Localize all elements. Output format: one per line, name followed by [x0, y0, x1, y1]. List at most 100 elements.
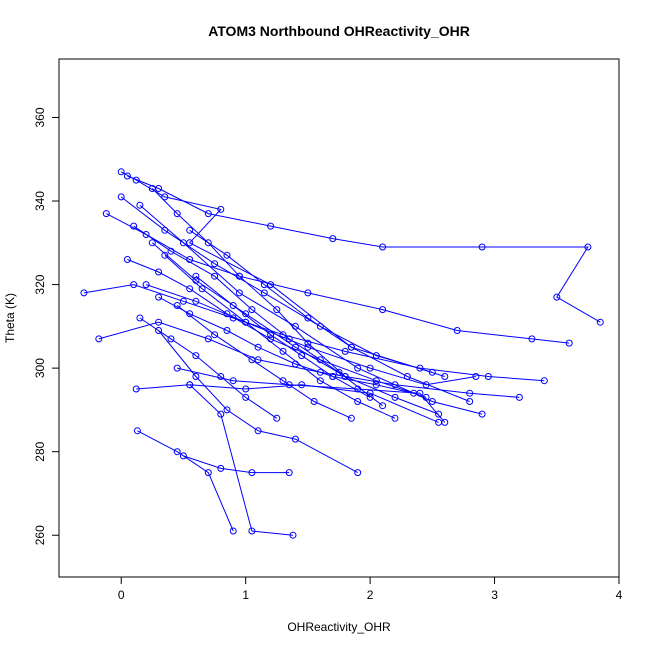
data-point [279, 377, 287, 385]
data-point [279, 347, 287, 355]
data-point [316, 356, 324, 364]
series-1 [117, 168, 449, 380]
data-point [161, 193, 169, 201]
data-point [148, 239, 156, 247]
series-16 [161, 251, 399, 422]
data-point [453, 327, 461, 334]
data-point [291, 360, 299, 368]
data-point [136, 314, 144, 322]
series-line [106, 213, 570, 344]
data-point [229, 377, 237, 385]
series-13 [148, 239, 443, 418]
x-tick-label: 1 [242, 588, 249, 602]
series-line [120, 171, 445, 377]
data-point [285, 469, 293, 477]
data-point [391, 414, 399, 422]
data-point [441, 418, 449, 426]
series-line [158, 296, 414, 394]
series-layer [80, 168, 604, 539]
series-12 [155, 327, 362, 477]
data-point [217, 464, 225, 472]
data-point [117, 168, 125, 176]
data-point [335, 368, 343, 376]
series-line [195, 275, 371, 398]
data-point [173, 364, 181, 372]
data-point [235, 289, 243, 297]
data-point [136, 201, 144, 209]
data-point [466, 389, 474, 397]
data-point [248, 306, 256, 314]
data-point [354, 364, 362, 372]
y-tick-label: 360 [33, 107, 47, 127]
data-point [298, 352, 306, 360]
data-point [123, 256, 131, 263]
data-point [223, 251, 231, 259]
data-point [132, 385, 140, 393]
data-point [142, 281, 150, 289]
data-point [354, 398, 362, 405]
data-point [148, 185, 156, 192]
series-17 [130, 222, 387, 410]
data-point [316, 377, 324, 385]
data-point [273, 414, 281, 422]
data-point [179, 239, 187, 247]
data-point [242, 318, 250, 326]
data-point [260, 281, 268, 289]
data-point [422, 393, 430, 401]
data-point [254, 427, 262, 435]
y-tick-label: 280 [33, 441, 47, 461]
data-point [223, 406, 231, 414]
data-point [341, 347, 349, 355]
data-point [204, 335, 212, 343]
data-point [211, 260, 219, 268]
series-7 [132, 381, 443, 426]
data-point [223, 310, 231, 318]
data-point [267, 222, 275, 230]
series-line [139, 317, 278, 419]
data-point [565, 339, 573, 347]
data-point [410, 389, 418, 397]
series-21 [186, 226, 474, 405]
data-point [192, 272, 200, 280]
data-point [596, 318, 604, 326]
data-point [379, 306, 387, 314]
data-point [391, 393, 399, 401]
y-axis-label: Theta (K) [3, 293, 17, 343]
y-axis: 260 280 300 320 340 360 [33, 107, 60, 545]
data-point [347, 414, 355, 422]
series-line [98, 321, 520, 398]
series-2 [123, 172, 604, 326]
data-point [204, 210, 212, 218]
data-point [478, 243, 486, 251]
data-point [285, 381, 293, 389]
series-9 [133, 427, 237, 535]
data-point [435, 410, 443, 418]
data-point [155, 293, 163, 301]
data-point [484, 373, 492, 380]
data-point [102, 210, 110, 218]
data-point [192, 297, 200, 305]
y-tick-label: 340 [33, 191, 47, 211]
data-point [329, 373, 337, 380]
data-point [428, 368, 436, 376]
data-point [379, 243, 387, 251]
data-point [528, 335, 536, 343]
data-point [173, 210, 181, 218]
series-24 [155, 293, 418, 397]
data-point [242, 385, 250, 393]
data-point [553, 293, 561, 301]
data-point [403, 373, 411, 380]
y-tick-label: 300 [33, 358, 47, 378]
data-point [254, 343, 262, 351]
series-line [133, 225, 383, 407]
series-line [151, 188, 346, 377]
data-point [341, 373, 349, 380]
data-point [217, 410, 225, 418]
data-point [192, 352, 200, 360]
series-line [127, 175, 601, 323]
data-point [155, 268, 163, 276]
series-8 [173, 364, 449, 426]
series-line [127, 259, 427, 398]
series-line [136, 384, 439, 423]
data-point [285, 335, 293, 343]
